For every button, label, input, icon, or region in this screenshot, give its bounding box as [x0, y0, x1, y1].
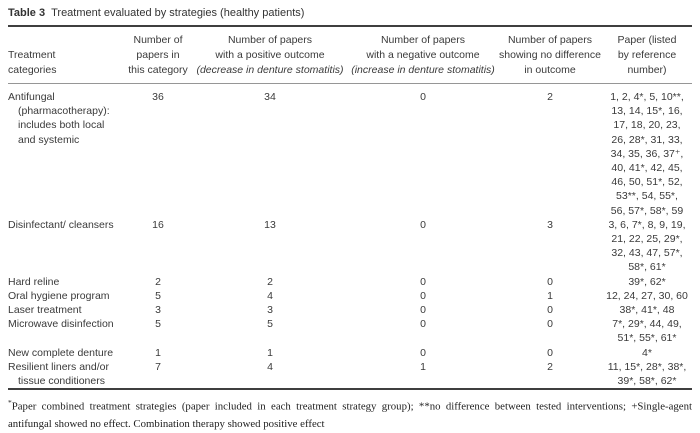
table-row-oral-hygiene: Oral hygiene program 5 4 0 1 12, 24, 27,…	[8, 289, 692, 303]
papers-count-cell: 1	[155, 346, 161, 359]
treatment-table: Treatment categories Number of papers in…	[8, 27, 692, 388]
no-difference-cell: 0	[547, 304, 553, 317]
positive-outcome-cell: 4	[267, 289, 273, 302]
references-cell: 39*, 62*	[628, 275, 666, 288]
table-row-hard-reline: Hard reline 2 2 0 0 39*, 62*	[8, 275, 692, 289]
negative-outcome-cell: 0	[420, 318, 426, 331]
references-cell: 7*, 29*, 44, 49, 51*, 55*, 61*	[612, 318, 682, 345]
negative-outcome-cell: 1	[420, 360, 426, 373]
footnote-marker: *	[8, 398, 12, 408]
col-header-negative-outcome: Number of papers with a negative outcome…	[348, 27, 498, 84]
col-header-positive-outcome: Number of papers with a positive outcome…	[192, 27, 348, 84]
category-cell: Hard reline	[8, 275, 60, 288]
references-cell: 4*	[642, 346, 652, 359]
references-cell: 3, 6, 7*, 8, 9, 19, 21, 22, 25, 29*, 32,…	[608, 218, 686, 274]
papers-count-cell: 16	[152, 218, 164, 231]
positive-outcome-cell: 3	[267, 304, 273, 317]
no-difference-cell: 1	[547, 289, 553, 302]
top-rule	[8, 25, 692, 27]
positive-outcome-cell: 1	[267, 346, 273, 359]
header-row: Treatment categories Number of papers in…	[8, 27, 692, 84]
category-cell: Laser treatment	[8, 304, 82, 317]
papers-count-cell: 5	[155, 289, 161, 302]
references-cell: 38*, 41*, 48	[619, 304, 675, 317]
table-row-microwave: Microwave disinfection 5 5 0 0 7*, 29*, …	[8, 317, 692, 345]
col-header-negative-outcome-title: Number of papers with a negative outcome	[366, 34, 480, 61]
col-header-treatment-categories: Treatment categories	[8, 27, 124, 84]
table-header: Treatment categories Number of papers in…	[8, 27, 692, 84]
papers-count-cell: 3	[155, 304, 161, 317]
references-cell: 11, 15*, 28*, 38*, 39*, 58*, 62*	[607, 360, 687, 388]
table-caption-label: Table 3	[8, 7, 46, 19]
table-row-antifungal: Antifungal (pharmacotherapy): includes b…	[8, 84, 692, 218]
positive-outcome-cell: 34	[264, 91, 276, 103]
table-caption: Table 3 Treatment evaluated by strategies…	[8, 6, 692, 20]
col-header-papers-in-category: Number of papers in this category	[124, 27, 192, 84]
no-difference-cell: 2	[547, 91, 553, 103]
table-footnote: *Paper combined treatment strategies (pa…	[8, 390, 692, 433]
bottom-rule	[8, 388, 692, 391]
positive-outcome-cell: 2	[267, 275, 273, 288]
references-cell: 12, 24, 27, 30, 60	[606, 289, 688, 302]
footnote-text: Paper combined treatment strategies (pap…	[8, 400, 692, 430]
positive-outcome-cell: 13	[264, 218, 276, 231]
positive-outcome-cell: 5	[267, 318, 273, 331]
category-cell: Microwave disinfection	[8, 318, 114, 331]
category-cell: Resilient liners and/or tissue condition…	[8, 360, 109, 388]
col-header-negative-outcome-sub: (increase in denture stomatitis)	[351, 64, 495, 76]
col-header-no-difference: Number of papers showing no difference i…	[498, 27, 602, 84]
references-cell: 1, 2, 4*, 5, 10**, 13, 14, 15*, 16, 17, …	[610, 91, 684, 217]
papers-count-cell: 2	[155, 275, 161, 288]
table-row-new-denture: New complete denture 1 1 0 0 4*	[8, 346, 692, 360]
no-difference-cell: 0	[547, 275, 553, 288]
no-difference-cell: 2	[547, 360, 553, 373]
negative-outcome-cell: 0	[420, 304, 426, 317]
no-difference-cell: 3	[547, 218, 553, 231]
no-difference-cell: 0	[547, 346, 553, 359]
negative-outcome-cell: 0	[420, 218, 426, 231]
col-header-positive-outcome-sub: (decrease in denture stomatitis)	[196, 64, 344, 76]
table-caption-text: Treatment evaluated by strategies (healt…	[51, 7, 305, 19]
category-cell: Disinfectant/ cleansers	[8, 218, 114, 231]
table-row-laser: Laser treatment 3 3 0 0 38*, 41*, 48	[8, 303, 692, 317]
table-row-resilient-liners: Resilient liners and/or tissue condition…	[8, 360, 692, 388]
table-row-disinfectant: Disinfectant/ cleansers 16 13 0 3 3, 6, …	[8, 218, 692, 275]
category-cell: Oral hygiene program	[8, 289, 110, 302]
negative-outcome-cell: 0	[420, 289, 426, 302]
col-header-references: Paper (listed by reference number)	[602, 27, 692, 84]
positive-outcome-cell: 4	[267, 360, 273, 373]
negative-outcome-cell: 0	[420, 91, 426, 103]
table-body: Antifungal (pharmacotherapy): includes b…	[8, 84, 692, 389]
no-difference-cell: 0	[547, 318, 553, 331]
category-cell: New complete denture	[8, 346, 114, 359]
negative-outcome-cell: 0	[420, 275, 426, 288]
category-cell: Antifungal (pharmacotherapy): includes b…	[8, 91, 110, 146]
papers-count-cell: 7	[155, 360, 161, 373]
col-header-positive-outcome-title: Number of papers with a positive outcome	[215, 34, 325, 61]
papers-count-cell: 36	[152, 91, 164, 103]
negative-outcome-cell: 0	[420, 346, 426, 359]
papers-count-cell: 5	[155, 318, 161, 331]
